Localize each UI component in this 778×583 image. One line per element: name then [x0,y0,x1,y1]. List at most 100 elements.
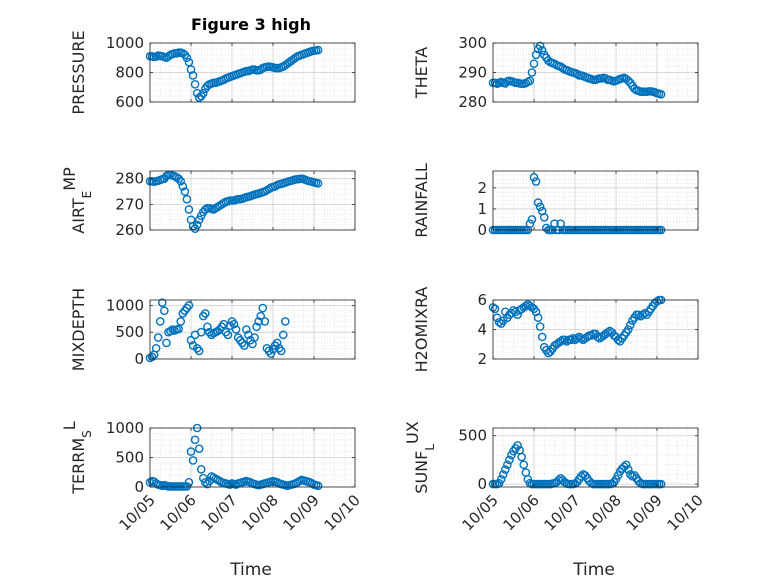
subplot-theta: 280 290 300 THETA [412,34,699,111]
figure-title: Figure 3 high [191,15,311,34]
data-point [258,303,268,313]
data-point [196,327,206,337]
series-terr-msl [145,423,323,491]
data-point [535,322,545,331]
data-point [572,334,582,343]
series-theta [488,41,666,99]
data-point [176,176,186,186]
y-tick-label: 600 [115,93,144,111]
data-point [533,313,543,323]
y-axis-label-h2omixra: H2OMIXRA [412,287,431,373]
data-point [151,343,161,353]
data-point [182,53,192,63]
series-sun-flux [488,441,666,489]
data-point [254,317,263,326]
plot-area [150,171,355,230]
data-point [231,325,241,334]
data-point [203,322,212,332]
data-point [529,59,539,68]
tick-marks [149,171,356,231]
data-point [556,336,565,346]
data-point [566,335,576,345]
subplot-mixdepth: 0 500 1000 MIXDEPTH [69,288,356,371]
data-point [519,460,529,470]
data-point [147,352,157,362]
y-tick-label: 1000 [106,34,144,52]
data-point [278,330,288,340]
data-point [517,452,527,462]
data-point [201,477,210,487]
subplot-pressure: 600 800 1000 PRESSURE [69,30,356,115]
data-point [166,326,175,336]
data-point [250,333,259,342]
data-point [527,215,537,224]
y-axis-label-rainfall: RAINFALL [412,163,431,238]
y-axis-label-pressure: PRESSURE [69,30,88,114]
data-point [162,338,171,348]
data-point [535,41,545,51]
data-point [184,205,194,214]
tick-marks [492,299,699,360]
data-point [626,320,635,330]
y-tick-label: 0 [477,221,487,239]
data-point [313,481,323,491]
data-point [621,460,631,470]
y-tick-label: 280 [458,93,487,111]
data-point [593,332,602,342]
data-point [537,46,547,55]
data-point [576,334,586,343]
series-air-temp [145,170,323,234]
data-point [188,456,198,465]
data-point [500,465,510,474]
data-point [272,338,282,348]
data-point [196,464,206,474]
data-point [531,177,541,186]
tick-marks [149,427,356,488]
data-point [266,349,276,358]
data-point [624,325,633,334]
data-point [640,308,650,318]
data-point [184,57,194,67]
y-axis-label-theta: THETA [412,47,431,99]
subplot-rainfall: 0 1 2 RAINFALL [412,163,699,239]
data-point [174,174,183,183]
data-point [190,435,200,445]
data-point [280,317,290,326]
y-tick-label: 270 [115,195,144,213]
data-point [225,321,235,331]
data-point [624,465,633,474]
y-tick-label: 800 [115,64,144,82]
data-point [527,68,537,77]
data-point [652,297,662,306]
y-axis-label-sun-flux: SUNFLUX [403,421,438,493]
y-tick-label: 500 [115,323,144,341]
data-point [539,213,549,222]
data-point [613,335,623,345]
data-point [525,219,535,228]
data-point [186,335,196,345]
axes-box [492,427,699,488]
y-tick-label: 0 [134,350,144,368]
tick-marks [492,428,699,487]
data-point [184,301,194,310]
data-point [626,470,635,479]
y-tick-label: 0 [477,475,487,493]
data-point [174,324,183,334]
data-point [229,319,239,329]
data-point [260,317,270,326]
data-point [490,304,500,314]
data-point [656,90,666,99]
y-axis-label-mixdepth: MIXDEPTH [69,288,88,371]
data-point [496,474,506,484]
y-tick-label: 500 [115,449,144,467]
y-tick-label: 500 [458,427,487,445]
y-tick-label: 290 [458,64,487,82]
y-tick-label: 1000 [106,419,144,437]
data-point [276,346,286,356]
data-point [505,455,514,465]
y-axis-label-air-temp: AIRTEMP [60,167,95,234]
data-point [498,470,508,479]
data-point [184,477,194,487]
y-tick-label: 2 [477,179,487,197]
